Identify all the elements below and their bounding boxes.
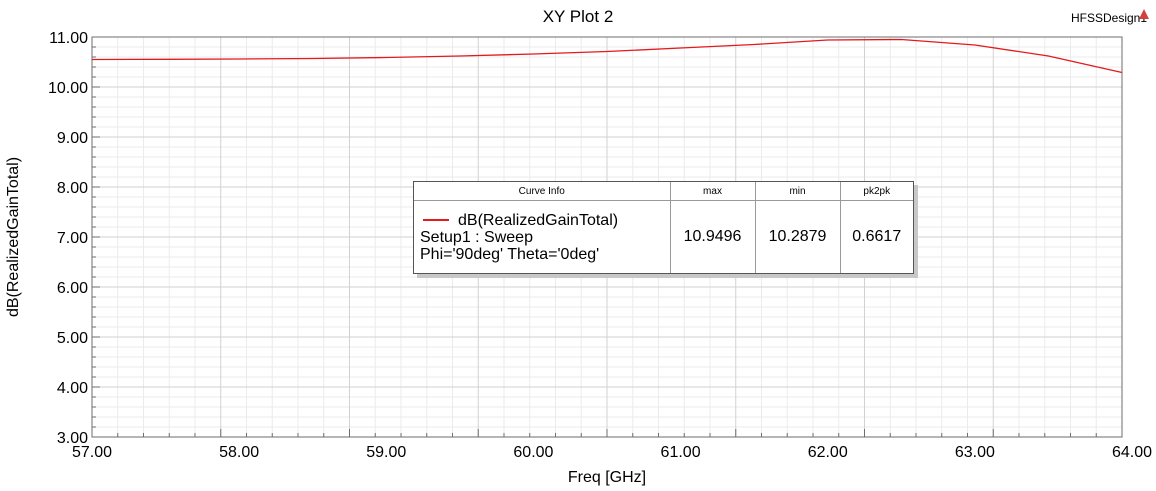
pk2pk-value: 0.6617 — [852, 228, 902, 245]
design-logo-icon — [1139, 9, 1149, 19]
y-tick-label: 9.00 — [57, 130, 88, 147]
series-line-0[interactable] — [91, 38, 1123, 74]
x-tick-label: 59.00 — [366, 444, 406, 461]
x-tick-labels: 57.00 58.00 59.00 60.00 61.00 62.00 63.00 64.00 — [72, 444, 1152, 461]
y-tick-label: 3.00 — [57, 430, 88, 447]
y-tick-labels: 3.00 4.00 5.00 6.00 7.00 8.00 9.00 10.00 11.00 — [48, 30, 88, 447]
x-tick-label: 62.00 — [808, 444, 848, 461]
y-tick-label: 5.00 — [57, 330, 88, 347]
curve-variables: Phi='90deg' Theta='0deg' — [420, 245, 600, 263]
header-curve-info: Curve Info — [414, 182, 671, 201]
curve-name: dB(RealizedGainTotal) — [458, 211, 619, 229]
series-group — [91, 38, 1123, 74]
x-axis-label: Freq [GHz] — [568, 469, 646, 486]
series-swatch-icon — [423, 219, 449, 222]
x-tick-label: 60.00 — [513, 444, 553, 461]
min-value: 10.2879 — [755, 200, 841, 273]
y-tick-label: 10.00 — [48, 80, 88, 97]
x-tick-label: 57.00 — [72, 444, 112, 461]
y-tick-label: 4.00 — [57, 380, 88, 397]
design-name-label: HFSSDesign1 — [1071, 11, 1147, 25]
y-tick-label: 8.00 — [57, 180, 88, 197]
curve-info-cell: dB(RealizedGainTotal) Setup1 : Sweep Phi… — [414, 200, 671, 273]
y-tick-label: 11.00 — [49, 30, 88, 47]
header-min: min — [755, 182, 841, 201]
y-tick-label: 6.00 — [57, 280, 88, 297]
x-tick-label: 61.00 — [661, 444, 701, 461]
curve-info-legend[interactable]: Curve Info max min pk2pk dB(RealizedGain… — [413, 181, 914, 274]
curve-setup: Setup1 : Sweep — [420, 228, 533, 246]
header-max: max — [670, 182, 756, 201]
header-pk2pk: pk2pk — [840, 182, 913, 201]
x-tick-label: 58.00 — [219, 444, 259, 461]
legend-row[interactable]: dB(RealizedGainTotal) Setup1 : Sweep Phi… — [414, 200, 913, 273]
y-tick-label: 7.00 — [57, 230, 88, 247]
y-axis-label: dB(RealizedGainTotal) — [5, 157, 22, 317]
axis-ticks — [92, 46, 1097, 437]
curve-info-table: Curve Info max min pk2pk dB(RealizedGain… — [414, 182, 913, 273]
x-tick-label: 63.00 — [955, 444, 995, 461]
x-tick-label: 64.00 — [1112, 444, 1152, 461]
chart-title: XY Plot 2 — [543, 7, 614, 26]
max-value: 10.9496 — [670, 200, 756, 273]
